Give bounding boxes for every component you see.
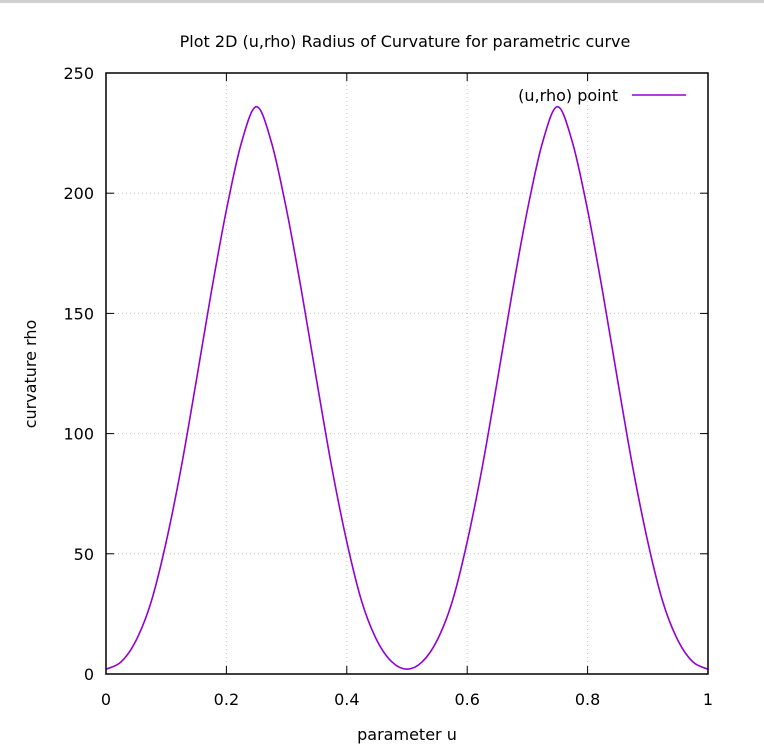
series-group (105, 105, 709, 670)
plot-frame (105, 72, 709, 675)
y-tick-label: 50 (74, 545, 94, 564)
x-tick-label: 0.6 (454, 690, 479, 709)
legend: (u,rho) point (518, 86, 686, 105)
grid (106, 73, 708, 674)
y-tick-label: 150 (63, 304, 94, 323)
x-tick-label: 0.8 (575, 690, 600, 709)
tick-labels: 0 0.2 0.4 0.6 0.8 1 0 50 100 150 200 250 (63, 64, 713, 709)
y-tick-label: 250 (63, 64, 94, 83)
series-line (105, 105, 709, 670)
axis-ticks (105, 72, 709, 675)
y-axis-label: curvature rho (21, 320, 40, 429)
x-tick-label: 0.4 (334, 690, 359, 709)
chart-title: Plot 2D (u,rho) Radius of Curvature for … (180, 32, 631, 51)
window-top-rule (0, 0, 764, 3)
y-tick-label: 0 (84, 665, 94, 684)
x-axis-label: parameter u (357, 725, 457, 744)
legend-entry-label: (u,rho) point (518, 86, 618, 105)
x-tick-label: 0 (101, 690, 111, 709)
x-tick-label: 0.2 (214, 690, 239, 709)
y-tick-label: 100 (63, 425, 94, 444)
y-tick-label: 200 (63, 184, 94, 203)
x-tick-label: 1 (703, 690, 713, 709)
